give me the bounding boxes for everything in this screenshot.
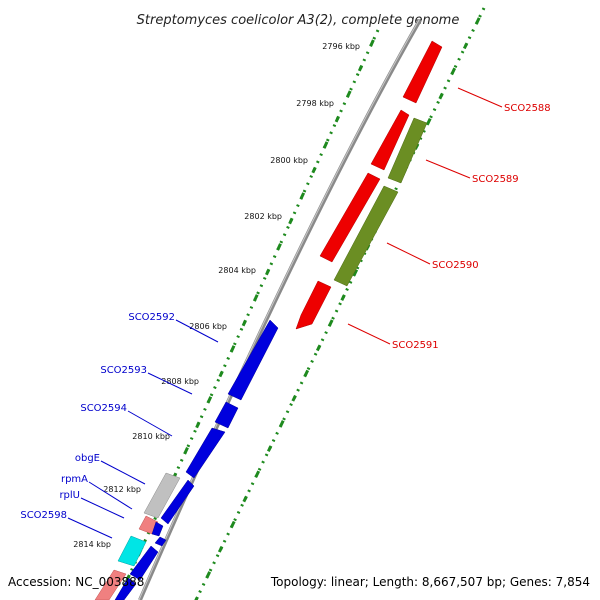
gene-sco2594[interactable]	[185, 427, 226, 479]
kbp-label: 2814 kbp	[73, 540, 111, 549]
accession-text: Accession: NC_003888	[8, 575, 144, 589]
major-tick	[205, 571, 212, 578]
major-tick	[241, 319, 247, 327]
major-tick	[346, 90, 352, 98]
major-tick	[217, 545, 224, 553]
label-leader	[88, 481, 133, 510]
backbone-line	[138, 19, 422, 600]
major-tick	[276, 243, 282, 250]
label-leader	[457, 87, 503, 108]
outer-dots-left	[116, 29, 380, 600]
major-tick	[230, 520, 236, 528]
gene-sco2592[interactable]	[227, 319, 279, 401]
gene-sco2598-partner[interactable]	[129, 545, 159, 581]
major-tick	[369, 39, 375, 47]
major-tick	[462, 42, 469, 50]
kbp-axis-labels: 2796 kbp 2798 kbp 2800 kbp 2802 kbp 2804…	[73, 42, 360, 549]
backbone-highlight	[138, 19, 420, 600]
major-tick	[266, 445, 273, 452]
gene-rplu[interactable]	[151, 521, 164, 537]
label-leader	[147, 372, 193, 395]
major-tick	[334, 115, 340, 123]
label-leader	[175, 319, 219, 343]
gene-bottom-pink[interactable]	[94, 569, 127, 600]
gene-label-sco2598[interactable]: SCO2598	[20, 510, 67, 521]
kbp-label: 2802 kbp	[244, 212, 282, 221]
major-tick	[299, 192, 306, 199]
gene-label-sco2593[interactable]: SCO2593	[100, 365, 147, 376]
label-leader	[67, 517, 113, 539]
major-tick	[426, 117, 432, 125]
gene-sco2598[interactable]	[117, 535, 147, 567]
major-tick	[311, 166, 317, 174]
major-tick	[230, 345, 236, 352]
major-tick	[438, 92, 444, 100]
major-tick	[328, 319, 334, 327]
kbp-label: 2796 kbp	[322, 42, 360, 51]
gene-label-sco2594[interactable]: SCO2594	[80, 403, 127, 414]
gene-sco2588[interactable]	[402, 40, 443, 104]
right-gene-labels: SCO2588 SCO2589 SCO2590 SCO2591	[347, 87, 551, 351]
gene-bottom-blue[interactable]	[114, 577, 137, 600]
gene-sco2591[interactable]	[295, 280, 332, 330]
major-tick	[340, 294, 346, 301]
major-tick	[206, 396, 213, 403]
gene-label-rpma[interactable]: rpmA	[61, 474, 88, 485]
gene-sco2589-partner[interactable]	[387, 117, 428, 184]
outer-dots-right	[194, 7, 486, 600]
label-leader	[127, 410, 173, 437]
gene-small-blue[interactable]	[154, 536, 167, 547]
major-tick	[450, 67, 457, 75]
gene-label-sco2592[interactable]: SCO2592	[128, 312, 175, 323]
backbone	[138, 19, 422, 600]
gene-obge-partner[interactable]	[160, 479, 195, 525]
gene-sco2590-partner[interactable]	[333, 185, 399, 287]
major-tick	[195, 421, 201, 429]
forward-strand-genes	[295, 40, 443, 330]
major-tick	[242, 495, 248, 503]
left-gene-labels: SCO2592 SCO2593 SCO2594 obgE rpmA rplU S…	[20, 312, 219, 539]
gene-label-sco2589[interactable]: SCO2589	[472, 174, 519, 185]
gene-label-sco2590[interactable]: SCO2590	[432, 260, 479, 271]
major-tick	[323, 141, 329, 149]
label-leader	[100, 460, 146, 485]
major-tick	[265, 268, 271, 276]
kbp-label: 2800 kbp	[270, 156, 308, 165]
label-leader	[425, 159, 471, 179]
label-leader	[386, 242, 431, 265]
major-tick	[303, 369, 310, 377]
kbp-label: 2812 kbp	[103, 485, 141, 494]
label-leader	[347, 323, 391, 345]
major-tick	[475, 17, 481, 24]
gene-sco2589[interactable]	[370, 109, 410, 171]
major-tick	[218, 370, 224, 378]
gene-sco2593[interactable]	[214, 401, 239, 429]
major-tick	[279, 420, 285, 427]
major-tick	[288, 217, 294, 225]
kbp-label: 2806 kbp	[189, 322, 227, 331]
major-tick	[183, 446, 189, 454]
kbp-label: 2798 kbp	[296, 99, 334, 108]
major-tick	[291, 394, 297, 402]
gene-obge[interactable]	[143, 472, 181, 519]
kbp-label: 2804 kbp	[218, 266, 256, 275]
gene-label-obge[interactable]: obgE	[75, 453, 100, 464]
gene-label-sco2591[interactable]: SCO2591	[392, 340, 439, 351]
gene-label-rplu[interactable]: rplU	[59, 490, 80, 501]
kbp-label: 2810 kbp	[132, 432, 170, 441]
major-tick	[352, 269, 359, 276]
major-tick	[315, 344, 322, 352]
major-tick	[357, 64, 364, 72]
label-leader	[80, 497, 125, 519]
gene-sco2590[interactable]	[319, 172, 381, 263]
genome-summary-text: Topology: linear; Length: 8,667,507 bp; …	[270, 575, 590, 589]
kbp-label: 2808 kbp	[161, 377, 199, 386]
reverse-strand-genes	[94, 319, 279, 600]
gene-label-sco2588[interactable]: SCO2588	[504, 103, 551, 114]
major-tick	[253, 294, 259, 301]
major-tick	[254, 470, 261, 478]
map-title: Streptomyces coelicolor A3(2), complete …	[137, 13, 460, 28]
